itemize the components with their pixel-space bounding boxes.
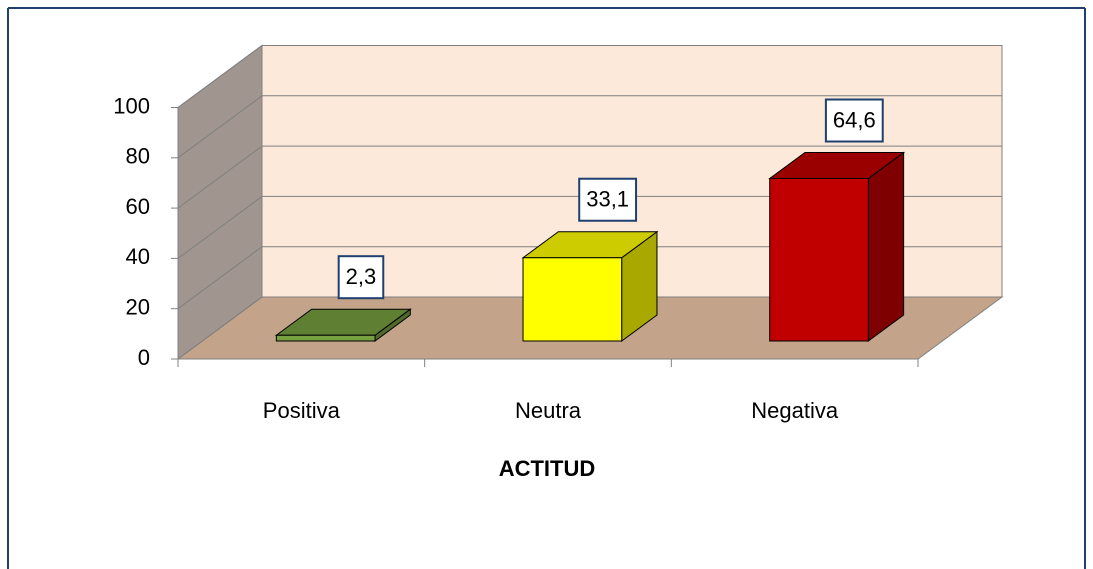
x-tick-label: Negativa	[751, 398, 839, 423]
bar	[768, 151, 906, 343]
x-tick-label: Positiva	[263, 398, 341, 423]
x-axis-title: ACTITUD	[499, 456, 596, 481]
grid-line	[177, 145, 263, 209]
data-label-box	[337, 255, 385, 300]
bar-front	[522, 257, 623, 342]
data-label-box	[578, 177, 638, 222]
y-tick-label: 40	[126, 244, 150, 269]
y-tick-label: 60	[126, 194, 150, 219]
y-tick-label: 0	[138, 345, 150, 370]
y-tick-label: 20	[126, 295, 150, 320]
data-label-box	[824, 98, 884, 143]
bar	[521, 230, 659, 343]
y-tick-label: 80	[126, 144, 150, 169]
grid-line	[177, 45, 263, 108]
grid-line	[177, 95, 263, 159]
y-tick-label: 100	[113, 93, 150, 118]
data-label: 64,6	[833, 107, 876, 132]
data-label: 2,3	[346, 264, 377, 289]
grid-line	[177, 195, 263, 259]
grid-line	[177, 246, 263, 310]
bar-front	[275, 334, 376, 342]
data-label: 33,1	[586, 187, 629, 212]
bar-side	[867, 151, 905, 343]
bar-front	[769, 178, 869, 342]
x-tick-label: Neutra	[515, 398, 582, 423]
grid-line	[177, 296, 263, 360]
bar	[274, 308, 412, 343]
